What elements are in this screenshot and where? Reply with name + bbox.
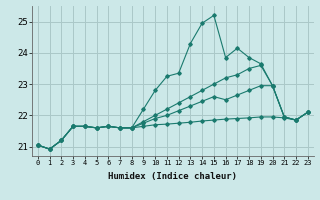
- X-axis label: Humidex (Indice chaleur): Humidex (Indice chaleur): [108, 172, 237, 181]
